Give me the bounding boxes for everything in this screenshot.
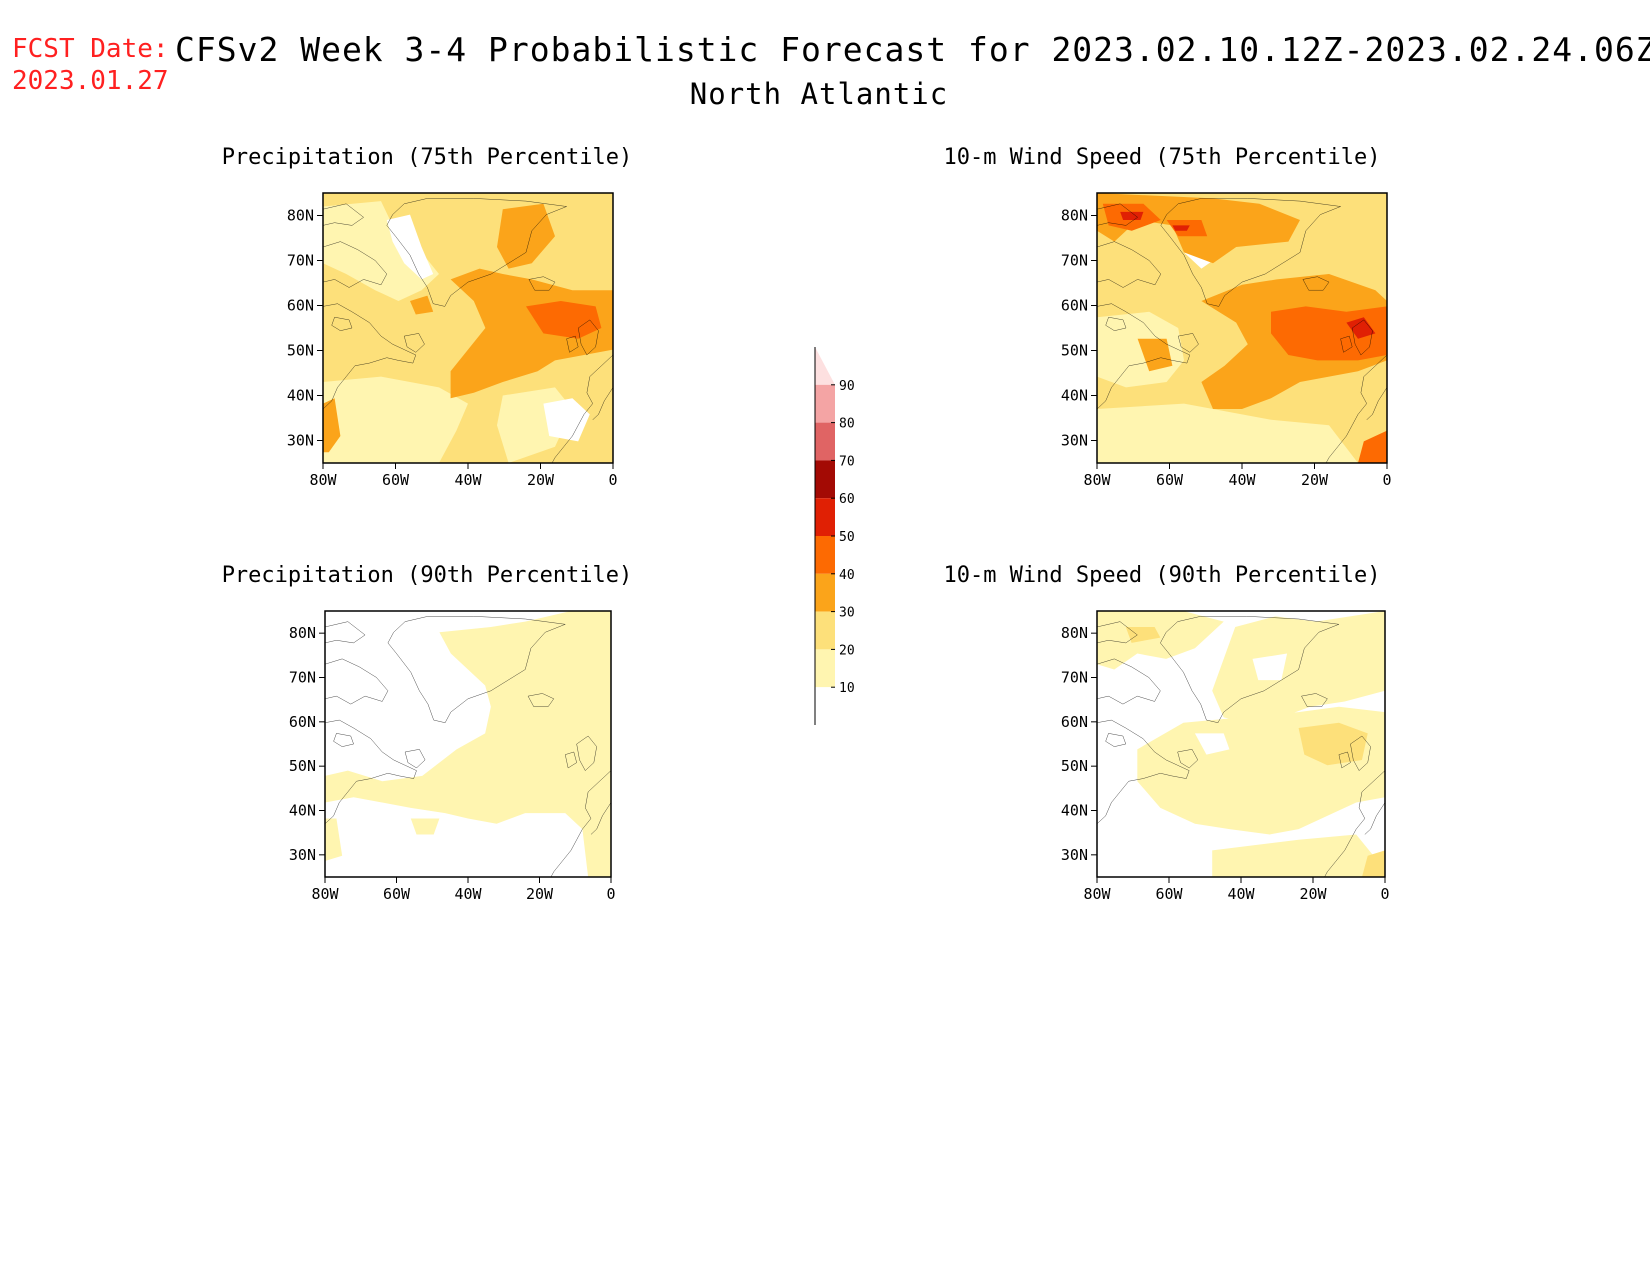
map-panel-precip75: 80W 60W 40W 20W 0 80N 70N 60N 50N 40N 30N: [287, 192, 618, 489]
lon-tick-label: 20W: [1299, 885, 1327, 903]
lat-tick-label: 80N: [1061, 207, 1088, 225]
lon-tick-label: 80W: [1083, 885, 1111, 903]
colorbar-tick-label: 40: [839, 568, 855, 583]
lat-tick-label: 40N: [287, 387, 314, 405]
lon-tick-label: 60W: [1156, 471, 1184, 489]
colorbar-tick-label: 90: [839, 379, 855, 394]
lon-tick-label: 80W: [311, 885, 339, 903]
lat-tick-label: 30N: [287, 432, 314, 450]
lat-tick-label: 30N: [1061, 846, 1088, 864]
lat-tick-label: 50N: [287, 342, 314, 360]
lon-tick-label: 0: [1380, 885, 1389, 903]
lat-tick-label: 80N: [289, 624, 316, 642]
lat-tick-label: 60N: [289, 713, 316, 731]
map-panel-wind75: 80W 60W 40W 20W 0 80N 70N 60N 50N 40N 30N: [1061, 192, 1392, 489]
lon-tick-label: 20W: [1301, 471, 1329, 489]
lat-tick-label: 70N: [289, 669, 316, 687]
lat-tick-label: 40N: [1061, 802, 1088, 820]
panel-title-precip90: Precipitation (90th Percentile): [221, 563, 633, 588]
lon-tick-label: 40W: [1227, 885, 1255, 903]
lon-tick-label: 0: [1382, 471, 1391, 489]
lat-tick-label: 50N: [1061, 342, 1088, 360]
lat-tick-label: 70N: [1061, 669, 1088, 687]
lon-tick-label: 0: [608, 471, 617, 489]
colorbar-tick-label: 70: [839, 454, 855, 469]
fcst-date-label: FCST Date:: [12, 34, 169, 64]
panel-title-precip75: Precipitation (75th Percentile): [221, 145, 633, 170]
lon-tick-label: 60W: [383, 885, 411, 903]
lat-tick-label: 60N: [1061, 297, 1088, 315]
lat-tick-label: 50N: [1061, 757, 1088, 775]
colorbar-tick-label: 20: [839, 643, 855, 658]
lon-tick-label: 0: [606, 885, 615, 903]
lat-tick-label: 70N: [287, 252, 314, 270]
figure-subtitle: North Atlantic: [0, 76, 1650, 112]
lat-tick-label: 50N: [289, 757, 316, 775]
lon-tick-label: 60W: [382, 471, 410, 489]
panel-title-wind90: 10-m Wind Speed (90th Percentile): [943, 563, 1381, 588]
lon-tick-label: 80W: [309, 471, 337, 489]
map-panel-wind90: 80W 60W 40W 20W 0 80N 70N 60N 50N 40N 30N: [1061, 610, 1390, 903]
lat-tick-label: 30N: [1061, 432, 1088, 450]
colorbar-tick-label: 30: [839, 606, 855, 621]
colorbar-tick-label: 60: [839, 492, 855, 507]
colorbar-tick-label: 10: [839, 681, 855, 696]
lat-tick-label: 30N: [289, 846, 316, 864]
colorbar-tick-label: 80: [839, 417, 855, 432]
lat-tick-label: 60N: [287, 297, 314, 315]
lon-tick-label: 40W: [454, 885, 482, 903]
lon-tick-label: 20W: [526, 885, 554, 903]
figure-title: CFSv2 Week 3-4 Probabilistic Forecast fo…: [175, 30, 1650, 69]
lat-tick-label: 80N: [1061, 624, 1088, 642]
lon-tick-label: 80W: [1083, 471, 1111, 489]
panel-title-wind75: 10-m Wind Speed (75th Percentile): [943, 145, 1381, 170]
fcst-date-value: 2023.01.27: [12, 66, 169, 96]
lon-tick-label: 60W: [1155, 885, 1183, 903]
lat-tick-label: 40N: [289, 802, 316, 820]
lon-tick-label: 40W: [454, 471, 482, 489]
lat-tick-label: 80N: [287, 207, 314, 225]
colorbar-tick-label: 50: [839, 530, 855, 545]
lat-tick-label: 40N: [1061, 387, 1088, 405]
region-name: North Atlantic: [689, 77, 949, 111]
lat-tick-label: 70N: [1061, 252, 1088, 270]
lon-tick-label: 20W: [527, 471, 555, 489]
map-panel-precip90: 80W 60W 40W 20W 0 80N 70N 60N 50N 40N 30N: [289, 610, 616, 903]
lat-tick-label: 60N: [1061, 713, 1088, 731]
lon-tick-label: 40W: [1228, 471, 1256, 489]
colorbar: 10 20 30 40 50 60 70 80 90: [814, 347, 855, 725]
